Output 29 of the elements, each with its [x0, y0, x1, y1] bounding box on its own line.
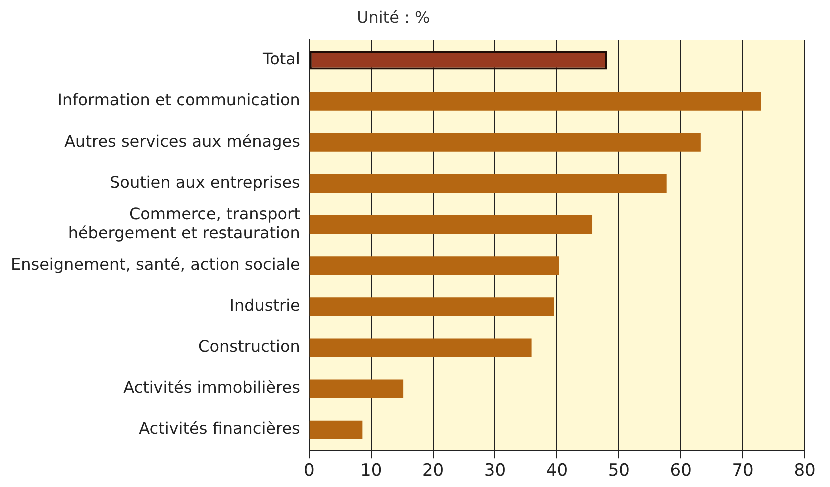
- bar: [310, 298, 554, 316]
- y-tick-label: Autres services aux ménages: [64, 132, 300, 151]
- x-tick-label: 60: [670, 461, 692, 482]
- y-tick-label: Construction: [198, 337, 300, 356]
- x-tick-label: 20: [422, 461, 444, 482]
- bar: [310, 174, 667, 193]
- bar: [310, 92, 762, 111]
- y-tick-label: Industrie: [230, 296, 300, 316]
- x-tick-label: 50: [608, 461, 630, 482]
- y-tick-label: Soutien aux entreprises: [110, 172, 300, 192]
- y-tick-label: Enseignement, santé, action sociale: [10, 254, 300, 274]
- x-tick-label: 30: [484, 461, 506, 482]
- bar: [310, 338, 532, 358]
- y-tick-label: Information et communication: [58, 90, 300, 110]
- x-tick-label: 40: [546, 461, 568, 482]
- bar: [310, 380, 404, 398]
- x-tick-label: 80: [794, 461, 816, 482]
- x-tick-label: 10: [360, 461, 382, 482]
- x-tick-label: 0: [304, 461, 315, 482]
- y-tick-label: Total: [262, 50, 300, 69]
- bar: [310, 256, 560, 276]
- y-tick-label: Activités immobilières: [124, 378, 300, 398]
- bar: [310, 420, 363, 440]
- text: Unité : %: [357, 8, 430, 27]
- y-tick-label: Activités financières: [139, 419, 300, 438]
- bar: [310, 216, 593, 234]
- bar: [310, 133, 701, 152]
- x-tick-label: 70: [732, 461, 754, 482]
- y-tick-label: Commerce, transport hébergement et restauration: [68, 204, 300, 243]
